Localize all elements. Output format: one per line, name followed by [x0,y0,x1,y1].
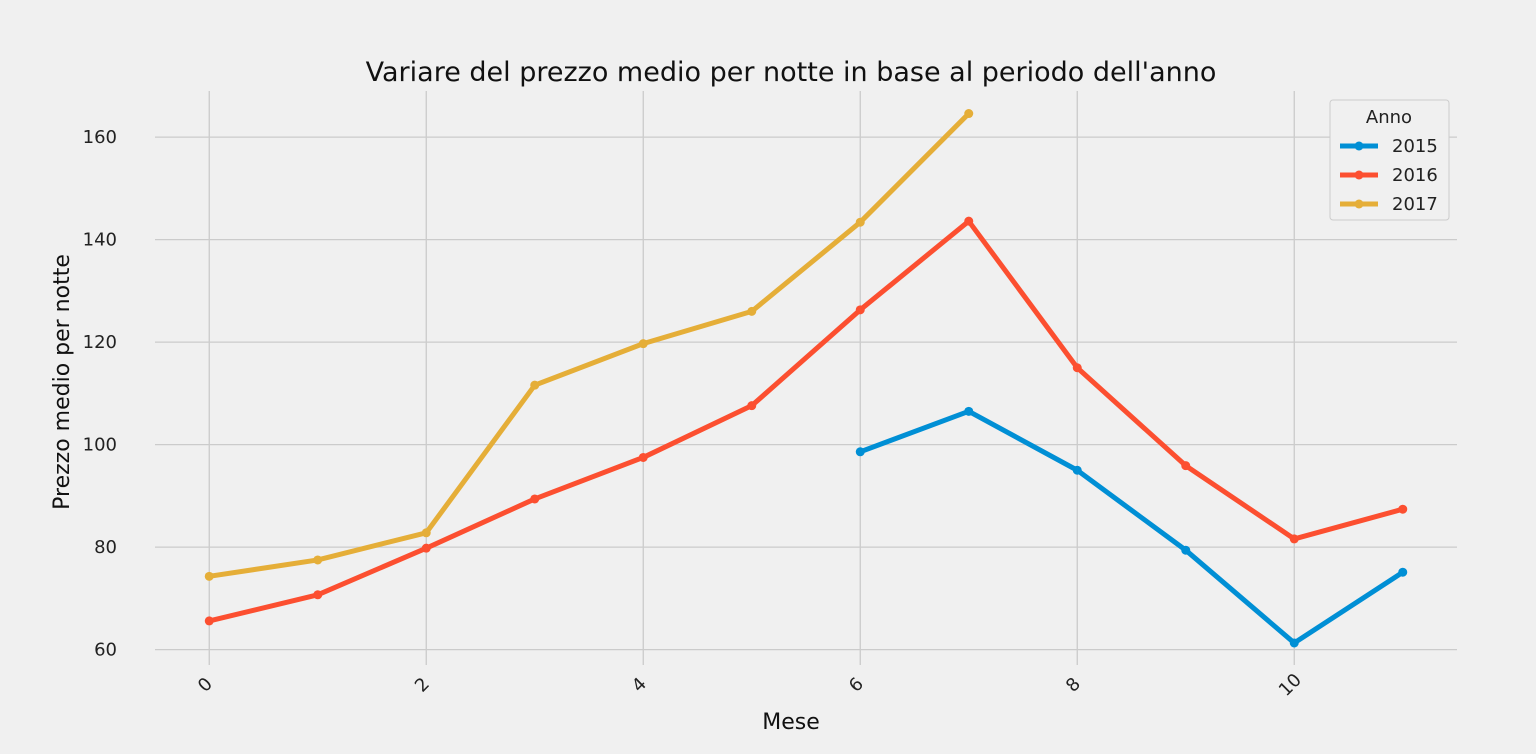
legend-label: 2015 [1392,136,1438,157]
y-tick-label: 80 [94,537,117,558]
legend-item: 2016 [1340,165,1438,186]
data-point [1072,465,1082,475]
series-layer [204,109,1408,648]
data-point [747,306,757,316]
x-axis-label: Mese [762,710,820,735]
y-tick-label: 160 [83,127,117,148]
y-tick-label: 60 [94,640,117,661]
x-tick-label: 2 [411,674,434,697]
legend: Anno 2015 2016 2017 [1329,99,1450,221]
legend-title: Anno [1366,107,1412,128]
y-tick-label: 140 [83,230,117,251]
data-point [855,305,865,315]
series-2017 [204,109,974,581]
legend-item: 2015 [1340,136,1438,157]
legend-label: 2016 [1392,165,1438,186]
series-2015 [855,406,1408,648]
legend-label: 2017 [1392,194,1438,215]
chart-title: Variare del prezzo medio per notte in ba… [366,57,1217,88]
data-point [421,528,431,538]
data-point [421,543,431,553]
data-point [1289,638,1299,648]
data-point [1181,461,1191,471]
y-tick-label: 100 [83,435,117,456]
data-point [964,216,974,226]
data-point [204,571,214,581]
legend-marker [1354,170,1364,180]
legend-item: 2017 [1340,194,1438,215]
x-tick-label: 8 [1062,674,1085,697]
data-point [530,494,540,504]
data-point [855,217,865,227]
data-point [1072,363,1082,373]
data-point [638,339,648,349]
data-point [964,109,974,119]
series-line [857,408,1406,646]
series-2016 [204,216,1408,626]
data-point [313,555,323,565]
series-line [206,218,1406,624]
y-axis-label: Prezzo medio per notte [50,254,75,510]
x-tick-label: 6 [845,674,868,697]
legend-marker [1354,199,1364,209]
x-tick-label: 10 [1275,670,1306,701]
data-point [313,590,323,600]
data-point [638,452,648,462]
data-point [1398,504,1408,514]
x-tick-label: 0 [194,674,217,697]
data-point [964,406,974,416]
data-point [530,380,540,390]
series-line [206,111,972,579]
legend-items: 2015 2016 2017 [1340,136,1438,215]
x-tick-label: 4 [628,674,651,697]
data-point [1398,567,1408,577]
y-tick-label: 120 [83,332,117,353]
data-point [1181,545,1191,555]
tick-labels: 60 80 100 120 140 160 0 2 4 6 8 10 [83,127,1306,701]
data-point [747,401,757,411]
data-point [855,447,865,457]
legend-box [1329,99,1450,221]
data-point [204,616,214,626]
legend-marker [1354,141,1364,151]
data-point [1289,534,1299,544]
